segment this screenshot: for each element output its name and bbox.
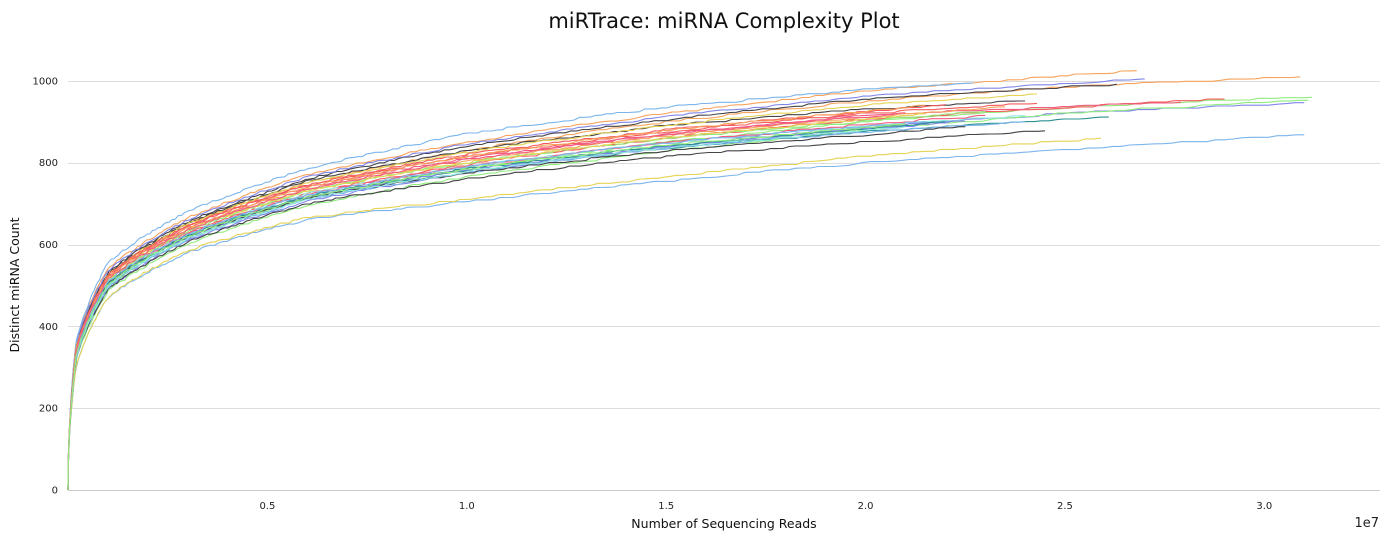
series-line xyxy=(67,130,1046,491)
series-line xyxy=(67,82,974,491)
y-axis-title: Distinct miRNA Count xyxy=(7,217,22,352)
x-tick-labels: 0.5 1.0 1.5 2.0 2.5 3.0 xyxy=(259,501,1272,512)
series-line xyxy=(67,112,906,491)
series-line xyxy=(67,96,1313,491)
series-line xyxy=(67,104,926,491)
series-line xyxy=(67,126,906,491)
x-tick-label: 1.0 xyxy=(459,501,475,512)
series-line xyxy=(67,120,966,491)
series-line xyxy=(67,121,1026,491)
series-line xyxy=(67,116,1109,491)
x-tick-label: 0.5 xyxy=(259,501,275,512)
series-line xyxy=(67,115,1026,491)
y-tick-label: 0 xyxy=(52,486,58,497)
y-tick-label: 1000 xyxy=(33,76,58,87)
y-tick-label: 600 xyxy=(39,240,58,251)
y-tick-label: 800 xyxy=(39,158,58,169)
chart-title: miRTrace: miRNA Complexity Plot xyxy=(548,9,899,33)
series-line xyxy=(67,83,1117,491)
series-line xyxy=(67,78,1145,491)
x-tick-label: 3.0 xyxy=(1256,501,1272,512)
series-line xyxy=(67,70,1137,491)
series-line xyxy=(67,102,1305,491)
series-line xyxy=(67,99,1309,491)
x-axis-title: Number of Sequencing Reads xyxy=(631,516,816,531)
series-line xyxy=(67,126,966,491)
x-tick-label: 2.5 xyxy=(1057,501,1073,512)
y-tick-label: 400 xyxy=(39,322,58,333)
x-tick-label: 1.5 xyxy=(658,501,674,512)
x-exponent-label: 1e7 xyxy=(1354,516,1379,531)
y-tick-labels: 0 200 400 600 800 1000 xyxy=(33,76,58,496)
series-line xyxy=(67,123,906,491)
series-line xyxy=(67,121,946,491)
series-line xyxy=(67,134,1305,491)
gridlines xyxy=(68,81,1380,409)
series-line xyxy=(67,104,946,491)
series-line xyxy=(67,121,926,491)
series-line xyxy=(67,100,1026,491)
x-tick-label: 2.0 xyxy=(858,501,874,512)
series-line xyxy=(67,111,986,491)
series-line xyxy=(67,76,1301,491)
y-tick-label: 200 xyxy=(39,404,58,415)
series-line xyxy=(67,137,1101,491)
series-lines xyxy=(67,70,1313,491)
